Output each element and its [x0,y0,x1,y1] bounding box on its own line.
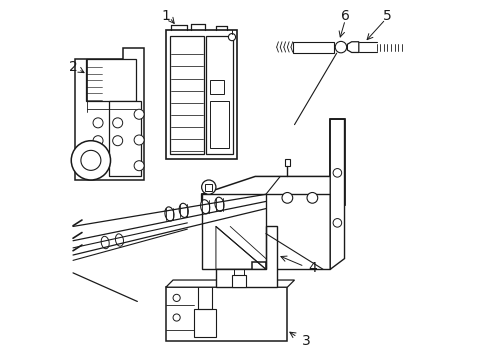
Text: 3: 3 [301,334,310,348]
Polygon shape [165,262,287,341]
Polygon shape [201,119,344,205]
Bar [292,42,333,53]
Circle shape [173,294,180,301]
Circle shape [306,193,317,203]
Polygon shape [165,280,294,287]
Ellipse shape [101,236,109,249]
Polygon shape [201,194,329,269]
Circle shape [93,136,103,146]
Circle shape [71,141,110,180]
Bar [170,36,203,154]
Polygon shape [216,226,276,287]
Circle shape [282,193,292,203]
Circle shape [332,219,341,227]
Bar [209,80,224,94]
Text: 4: 4 [308,261,317,275]
Bar [194,309,216,337]
Circle shape [81,150,101,170]
Text: 2: 2 [68,60,77,75]
Ellipse shape [215,197,224,211]
Polygon shape [201,119,344,205]
Polygon shape [329,119,344,269]
Bar [85,59,135,102]
Circle shape [173,314,180,321]
Ellipse shape [200,200,209,214]
Polygon shape [165,30,237,158]
Bar [231,275,246,287]
Circle shape [93,118,103,128]
Circle shape [201,180,216,194]
Text: 6: 6 [340,9,349,23]
Bar [284,158,290,166]
Polygon shape [75,48,144,180]
Circle shape [134,109,144,119]
Bar [108,102,141,176]
Text: 1: 1 [161,9,170,23]
Circle shape [112,118,122,128]
Ellipse shape [164,207,174,221]
Bar [206,36,233,154]
Circle shape [335,41,346,53]
Ellipse shape [179,203,188,217]
Circle shape [112,136,122,146]
Circle shape [134,161,144,171]
Circle shape [228,33,235,41]
Ellipse shape [115,234,123,246]
Text: 5: 5 [382,9,391,23]
Bar [209,102,229,148]
Bar [205,184,212,191]
Circle shape [134,135,144,145]
Polygon shape [346,42,358,53]
Circle shape [332,168,341,177]
